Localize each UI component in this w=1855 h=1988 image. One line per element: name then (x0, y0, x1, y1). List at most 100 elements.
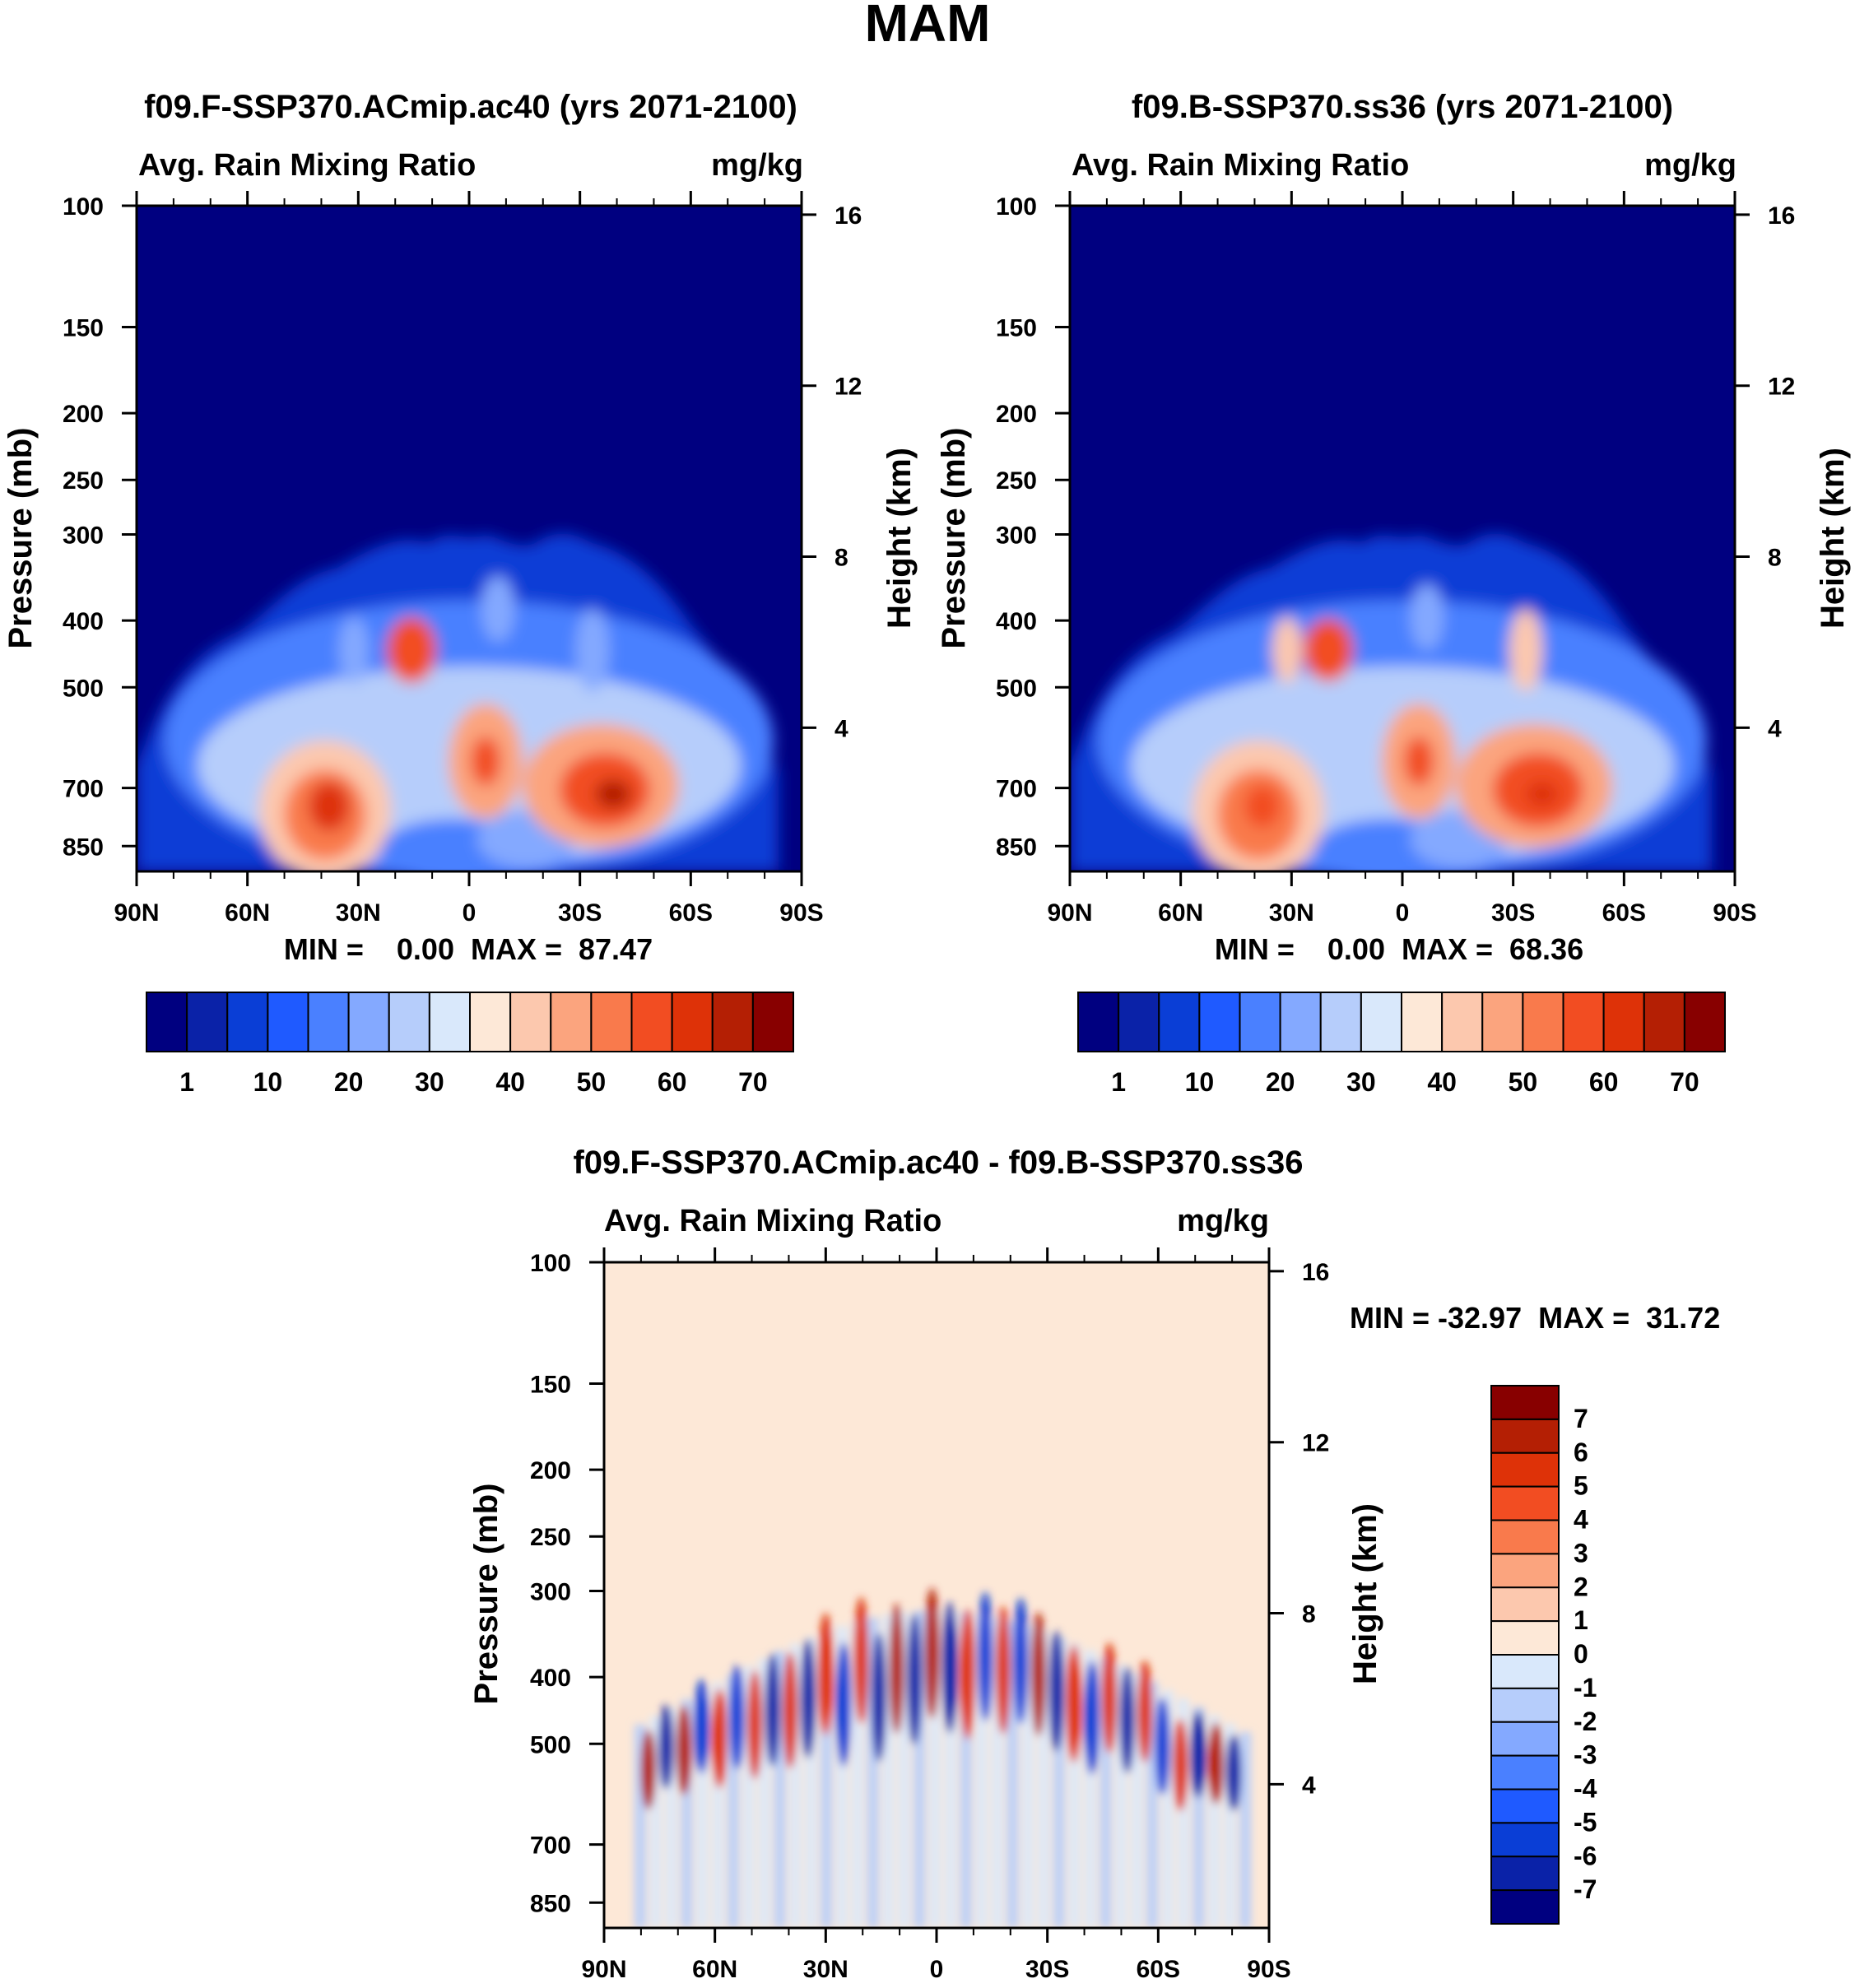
panel-1-right-title: mg/kg (711, 148, 803, 183)
panel-3: f09.F-SSP370.ACmip.ac40 - f09.B-SSP370.s… (468, 1145, 1720, 1983)
p3-y-tick-label: 700 (530, 1832, 571, 1860)
p1-colorbar-label: 10 (253, 1067, 283, 1097)
p3-x-tick-label: 90N (581, 1956, 626, 1983)
panel-3-ylabel-right: Height (km) (1347, 1503, 1383, 1684)
p1-colorbar-box (226, 992, 269, 1052)
panel-3-dipole (729, 1665, 745, 1770)
p3-colorbar-box (1490, 1687, 1560, 1723)
p1-colorbar-box (428, 992, 471, 1052)
p2-colorbar-box (1239, 992, 1281, 1052)
panel-3-dipole (960, 1609, 975, 1740)
p2-colorbar-label: 10 (1185, 1067, 1215, 1097)
panel-3-dipole (676, 1705, 691, 1795)
p1-colorbar-box (590, 992, 633, 1052)
p1-colorbar-box (186, 992, 229, 1052)
p2-colorbar-box (1279, 992, 1322, 1052)
p1-y-tick-label: 250 (63, 467, 104, 495)
p1-x-tick-label: 90N (114, 899, 159, 927)
panel-3-dipole (1173, 1718, 1188, 1812)
panel-2-equator-peak-2 (1404, 736, 1434, 786)
p1-colorbar-label: 50 (577, 1067, 607, 1097)
p2-colorbar-label: 1 (1111, 1067, 1126, 1097)
p3-colorbar-box (1490, 1856, 1560, 1892)
panel-3-field (634, 1587, 1252, 1928)
panel-1: f09.F-SSP370.ACmip.ac40 (yrs 2071-2100) … (2, 89, 918, 1097)
p3-colorbar-label: 0 (1574, 1639, 1588, 1669)
p1-x-tick-label: 90S (779, 899, 823, 927)
panel-1-south-peak-3 (595, 779, 631, 809)
p3-y-right-tick-label: 4 (1302, 1772, 1316, 1799)
p3-y-right-tick-label: 8 (1302, 1601, 1316, 1628)
panel-3-colorbar: 7 6 5 43 2 1 0 -1 -2 -3 -4-5 -6 -7 (1490, 1385, 1597, 1925)
p2-x-tick-label: 30S (1491, 899, 1535, 927)
p2-colorbar-label: 70 (1670, 1067, 1699, 1097)
p3-y-tick-label: 400 (530, 1665, 571, 1692)
p1-x-tick-label: 0 (463, 899, 477, 927)
panel-3-dipole (800, 1638, 816, 1759)
panel-3-y-ticks: 100 150 200 250 300 400 500 700 850 16 12 8 4 (530, 1250, 1329, 1917)
p3-colorbar-box (1490, 1822, 1560, 1858)
panel-1-colorbar: 1 10 20 30 40 50 60 70 (146, 992, 794, 1097)
p1-y-tick-label: 200 (63, 401, 104, 428)
p3-colorbar-label: -7 (1574, 1874, 1597, 1904)
p3-x-tick-label: 30S (1025, 1956, 1069, 1983)
panel-1-x-ticks: 90N 60N 30N 0 30S 60S 90S (114, 191, 824, 927)
p1-colorbar-label: 70 (738, 1067, 768, 1097)
panel-3-dipole (1066, 1644, 1081, 1763)
p1-x-tick-label: 60S (669, 899, 713, 927)
p2-colorbar-label: 50 (1509, 1067, 1538, 1097)
p3-colorbar-box (1490, 1788, 1560, 1824)
p2-y-tick-label: 400 (996, 608, 1037, 635)
p3-colorbar-box (1490, 1452, 1560, 1488)
p3-colorbar-box (1490, 1889, 1560, 1925)
p3-y-tick-label: 500 (530, 1731, 571, 1758)
p2-colorbar-box (1643, 992, 1685, 1052)
panel-3-ylabel: Pressure (mb) (468, 1484, 504, 1705)
p3-colorbar-box (1490, 1553, 1560, 1589)
p1-colorbar-label: 20 (334, 1067, 364, 1097)
panel-3-right-title: mg/kg (1177, 1204, 1269, 1238)
p1-x-tick-label: 60N (225, 899, 270, 927)
panel-2-upper-patch-1 (1272, 617, 1302, 683)
panel-2-upper-peak (1304, 619, 1353, 681)
p2-x-tick-label: 0 (1396, 899, 1410, 927)
panel-3-dipole (978, 1591, 993, 1722)
p3-colorbar-box (1490, 1586, 1560, 1623)
p2-x-tick-label: 30N (1269, 899, 1314, 927)
p2-colorbar-box (1198, 992, 1241, 1052)
panel-3-plot-area (604, 1262, 1269, 1928)
panel-3-dipole (889, 1603, 904, 1735)
p1-colorbar-box (307, 992, 350, 1052)
p2-colorbar-label: 60 (1589, 1067, 1619, 1097)
panel-3-dipole (1137, 1660, 1153, 1763)
p3-colorbar-label: 6 (1574, 1438, 1588, 1467)
p2-y-tick-label: 200 (996, 401, 1037, 428)
panel-3-dipole (1225, 1734, 1241, 1812)
p1-colorbar-box (550, 992, 593, 1052)
p3-colorbar-box (1490, 1721, 1560, 1757)
panel-3-dipole (783, 1651, 798, 1769)
panel-3-dipole (853, 1596, 869, 1725)
panel-3-dipole (1030, 1612, 1046, 1737)
p2-colorbar-box (1118, 992, 1160, 1052)
panel-2-field (1070, 533, 1712, 871)
p2-y-tick-label: 700 (996, 776, 1037, 803)
p2-y-right-tick-label: 12 (1768, 374, 1795, 401)
panel-1-upper-patch-3 (576, 609, 609, 691)
panel-3-title: f09.F-SSP370.ACmip.ac40 - f09.B-SSP370.s… (573, 1145, 1303, 1181)
panel-3-stats: MIN = -32.97 MAX = 31.72 (1350, 1301, 1720, 1335)
panel-1-stats: MIN = 0.00 MAX = 87.47 (284, 932, 653, 966)
p2-colorbar-box (1401, 992, 1444, 1052)
panel-2: f09.B-SSP370.ss36 (yrs 2071-2100) Avg. R… (936, 89, 1851, 1097)
panel-3-dipole (1208, 1722, 1224, 1805)
p3-colorbar-label: 1 (1574, 1605, 1588, 1635)
p2-colorbar-box (1602, 992, 1645, 1052)
p2-colorbar-box (1360, 992, 1402, 1052)
p3-colorbar-box (1490, 1654, 1560, 1689)
panel-3-dipole (712, 1688, 728, 1789)
p2-y-tick-label: 100 (996, 193, 1037, 221)
p2-y-tick-label: 850 (996, 834, 1037, 861)
p1-colorbar-label: 60 (658, 1067, 687, 1097)
p3-y-tick-label: 300 (530, 1579, 571, 1606)
p3-x-tick-label: 90S (1247, 1956, 1290, 1983)
